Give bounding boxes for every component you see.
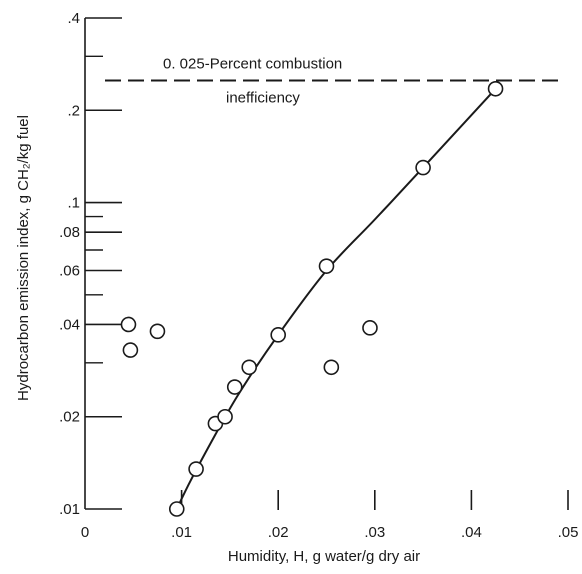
y-tick-label: .08 — [59, 224, 80, 241]
data-point — [318, 258, 335, 274]
data-point — [188, 461, 204, 477]
fit-curve — [175, 88, 497, 510]
x-tick-label: .03 — [364, 524, 385, 541]
x-tick-label: .04 — [461, 524, 482, 541]
data-point — [487, 80, 504, 97]
y-tick-label: .04 — [59, 316, 80, 333]
data-point — [323, 359, 340, 376]
y-axis-title: Hydrocarbon emission index, g CH₂/kg fue… — [15, 115, 32, 401]
y-tick-label: .2 — [67, 102, 80, 119]
y-tick-label: .1 — [67, 195, 80, 212]
data-point — [122, 342, 139, 358]
x-tick-label: 0 — [81, 524, 89, 541]
x-axis-title: Humidity, H, g water/g dry air — [228, 548, 420, 565]
reference-label-line1: 0. 025-Percent combustion — [163, 56, 342, 73]
data-point — [362, 320, 378, 336]
data-point — [120, 316, 137, 333]
data-point — [217, 408, 233, 425]
y-tick-label: .02 — [59, 409, 80, 426]
x-tick-label: .01 — [171, 524, 192, 541]
reference-line-group: 0. 025-Percent combustion inefficiency — [105, 56, 560, 107]
data-point — [226, 379, 243, 395]
x-axis-ticks: 0 .01 .02 .03 .04 .05 — [81, 490, 579, 541]
data-point — [168, 501, 185, 517]
y-tick-label: .01 — [59, 501, 80, 518]
reference-label-line2: inefficiency — [226, 90, 300, 107]
x-tick-label: .05 — [558, 524, 579, 541]
y-tick-label: .06 — [59, 263, 80, 280]
data-point — [241, 359, 258, 376]
y-axis-ticks: .01 .02 .04 .06 .08 .1 .2 .4 — [59, 10, 122, 518]
y-tick-label: .4 — [67, 10, 80, 27]
x-tick-label: .02 — [268, 524, 289, 541]
data-point — [149, 323, 166, 340]
data-points — [120, 80, 504, 517]
data-point — [270, 327, 287, 343]
data-point — [415, 159, 431, 176]
